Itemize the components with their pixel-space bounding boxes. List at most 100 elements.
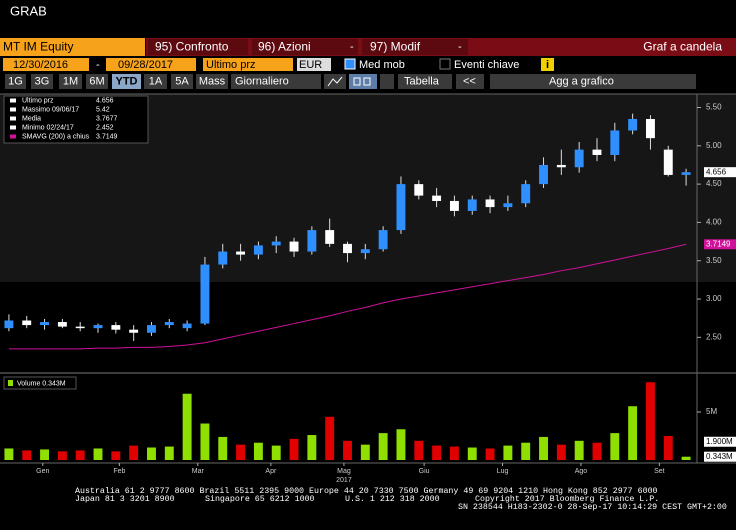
period-button[interactable] (31, 74, 53, 89)
dropdown-button[interactable] (380, 74, 394, 89)
checkbox[interactable] (439, 58, 451, 70)
tab[interactable] (362, 39, 468, 55)
candle-body (218, 251, 228, 265)
period-button[interactable] (171, 74, 193, 89)
add-button[interactable] (490, 74, 696, 89)
period-button[interactable] (144, 74, 167, 89)
period-button[interactable] (112, 74, 141, 89)
period-label: 1M (63, 75, 78, 87)
footer-line: U.S. 1 212 318 2000 (345, 495, 440, 504)
volume-bar (343, 440, 352, 460)
tab[interactable] (148, 39, 248, 55)
candle-body (40, 322, 50, 326)
volume-bar (503, 445, 513, 460)
x-tick-label: Giu (419, 468, 430, 475)
volume-bar (75, 450, 85, 460)
volume-bar (485, 448, 495, 460)
volume-bar (414, 440, 424, 460)
candle-body (556, 164, 566, 168)
legend-name: Massimo 09/06/17 (22, 106, 79, 113)
candle-body (521, 184, 531, 204)
candle-body (360, 249, 370, 254)
icon-button[interactable] (349, 74, 377, 89)
icon (327, 76, 343, 87)
volume-tag-label: 0.343M (706, 452, 733, 461)
legend-value: 4.656 (96, 97, 114, 104)
volume-bar (628, 406, 638, 460)
x-tick-label: Apr (265, 468, 277, 475)
legend-name: Ultimo prz (22, 97, 54, 104)
candle-body (628, 118, 638, 131)
currency: EUR (299, 59, 322, 71)
candle-body (574, 149, 584, 168)
field: Ultimo prz (206, 59, 256, 71)
volume-bar (40, 449, 50, 460)
volume-bar (22, 450, 32, 460)
smavg-line (8, 243, 687, 350)
back-button[interactable] (456, 74, 484, 89)
volume-tag-label: 1.900M (706, 437, 733, 446)
volume-bar (289, 438, 299, 460)
volume-bar (164, 446, 174, 460)
icon (353, 77, 361, 86)
table-button[interactable] (398, 74, 452, 89)
volume-bar (539, 436, 548, 460)
candle-body (645, 118, 655, 139)
y-tick-label: 3.00 (706, 294, 722, 303)
volume-bar (574, 440, 584, 460)
field-select[interactable] (203, 58, 293, 71)
frequency-select[interactable] (231, 74, 321, 89)
legend-value: 3.7677 (96, 115, 118, 122)
candle-body (485, 199, 495, 208)
candle-body (467, 199, 477, 211)
period-button[interactable] (86, 74, 108, 89)
volume-bar (432, 445, 442, 460)
candle-body (396, 184, 406, 231)
info-button[interactable] (541, 58, 554, 71)
candle-body (253, 245, 263, 255)
candle-body (343, 243, 352, 254)
period-label: YTD (116, 75, 138, 87)
period-button[interactable] (196, 74, 228, 89)
tab[interactable] (252, 39, 358, 55)
legend-icon (10, 107, 16, 112)
period-button[interactable] (59, 74, 82, 89)
footer-line: Japan 81 3 3201 8900 (75, 495, 175, 504)
volume-bar (556, 444, 566, 460)
volume-tag (704, 436, 736, 447)
y-tick-label: 3.50 (706, 256, 722, 265)
period-button[interactable] (5, 74, 26, 89)
candle-body (271, 241, 281, 246)
period-label: 5A (175, 75, 189, 87)
y-tick-label: 4.00 (706, 218, 722, 227)
period-label: 1A (149, 75, 163, 87)
date-field[interactable] (3, 58, 89, 71)
price-tag (704, 167, 736, 178)
candle-body (539, 164, 548, 185)
candle-body (111, 325, 121, 330)
tab-label: 95) Confronto (155, 40, 229, 54)
y-tick-label: 2.50 (706, 332, 722, 341)
volume-bar (147, 447, 156, 460)
candle-body (4, 320, 14, 329)
candle-body (22, 320, 32, 326)
year-label: 2017 (336, 477, 352, 484)
volume-bar (467, 447, 477, 460)
legend-icon (10, 116, 16, 121)
date-field[interactable] (106, 58, 196, 71)
volume-bar (325, 416, 335, 460)
volume-bar (360, 444, 370, 460)
x-tick-label: Lug (497, 468, 509, 475)
y-tick-label: 5.00 (706, 141, 722, 150)
currency-select[interactable] (297, 58, 331, 71)
security-box[interactable] (0, 38, 145, 56)
date-separator: - (96, 59, 100, 71)
x-tick-label: Set (654, 468, 665, 475)
candle-body (663, 149, 673, 175)
price-tag-label: 4.656 (706, 167, 727, 176)
y-tick-label: 4.50 (706, 179, 722, 188)
checkbox-checked[interactable] (344, 58, 356, 70)
volume-bar (218, 436, 228, 460)
footer-line: Singapore 65 6212 1000 (205, 494, 315, 504)
